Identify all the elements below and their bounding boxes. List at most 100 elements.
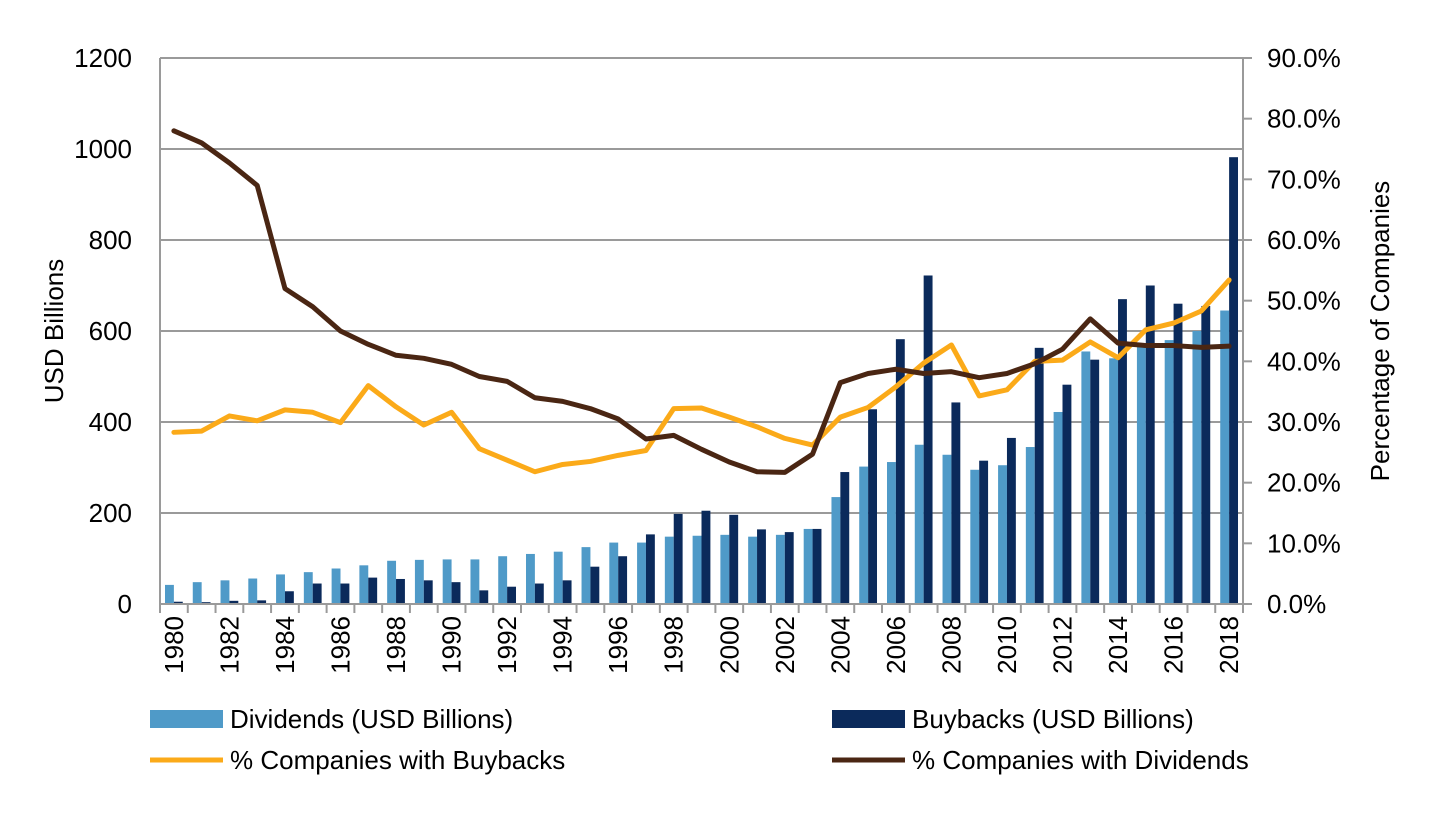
x-tick-label: 1994 xyxy=(548,616,578,674)
gridlines xyxy=(160,58,1243,513)
buybacks-bar xyxy=(868,409,877,604)
dividends-bar xyxy=(582,547,591,604)
y-tick-label: 600 xyxy=(89,316,132,346)
buybacks-bar xyxy=(1035,348,1044,604)
buybacks-bar xyxy=(785,532,794,604)
buybacks-bar xyxy=(424,580,433,604)
y2-tick-label: 60.0% xyxy=(1267,225,1341,255)
buybacks-bar xyxy=(646,534,655,604)
buybacks-bar xyxy=(563,580,572,604)
buybacks-bar xyxy=(674,514,683,604)
dividends-bar xyxy=(221,580,230,604)
dividends-bar xyxy=(859,467,868,604)
dividends-bar xyxy=(609,543,618,604)
buybacks-bar xyxy=(1174,304,1183,604)
dividends-bar xyxy=(193,582,202,604)
buybacks-bar xyxy=(285,591,294,604)
buybacks-bar xyxy=(452,582,461,604)
dividends-bar xyxy=(554,552,563,604)
y2-tick-label: 50.0% xyxy=(1267,286,1341,316)
buybacks-bar xyxy=(396,579,405,604)
dividends-bar xyxy=(720,535,729,604)
y2-tick-label: 10.0% xyxy=(1267,528,1341,558)
dividends-bar xyxy=(387,561,396,604)
y-tick-label: 0 xyxy=(118,589,132,619)
dividends-bar xyxy=(998,465,1007,604)
buybacks-bar xyxy=(840,472,849,604)
dividends-bar xyxy=(1054,412,1063,604)
y2-tick-label: 20.0% xyxy=(1267,468,1341,498)
legend-swatch-buybacks xyxy=(832,710,905,728)
x-tick-label: 2008 xyxy=(936,616,966,674)
dividends-bar xyxy=(748,537,757,604)
y-tick-label: 800 xyxy=(89,225,132,255)
buybacks-bar xyxy=(590,567,599,604)
buybacks-bar xyxy=(813,529,822,604)
legend-label-pct-buybacks: % Companies with Buybacks xyxy=(230,745,565,775)
buybacks-bar xyxy=(979,461,988,604)
buybacks-bar xyxy=(1229,157,1238,604)
x-tick-label: 2002 xyxy=(770,616,800,674)
buybacks-bar xyxy=(702,511,711,604)
dividends-bar xyxy=(415,560,424,604)
x-tick-label: 1990 xyxy=(437,616,467,674)
x-tick-label: 1980 xyxy=(159,616,189,674)
x-tick-label: 1986 xyxy=(326,616,356,674)
dividends-bar xyxy=(498,556,507,604)
y2-tick-label: 80.0% xyxy=(1267,104,1341,134)
dividends-bar xyxy=(887,462,896,604)
x-tick-label: 1998 xyxy=(659,616,689,674)
dividends-bar xyxy=(165,585,174,604)
dividends-bar xyxy=(1192,331,1201,604)
x-tick-label: 2006 xyxy=(881,616,911,674)
x-tick-label: 1984 xyxy=(270,616,300,674)
y-tick-label: 1200 xyxy=(74,43,132,73)
dividends-bar xyxy=(637,543,646,604)
buybacks-bar xyxy=(1090,360,1099,604)
dividends-bar xyxy=(1137,345,1146,604)
x-tick-label: 2010 xyxy=(992,616,1022,674)
dividends-bar xyxy=(1165,340,1174,604)
legend-swatch-dividends xyxy=(150,710,223,728)
x-tick-label: 2018 xyxy=(1214,616,1244,674)
buybacks-bar xyxy=(535,584,544,604)
x-tick-label: 2000 xyxy=(714,616,744,674)
y-tick-label: 400 xyxy=(89,407,132,437)
dividends-bar xyxy=(970,470,979,604)
dividends-bar xyxy=(831,497,840,604)
buybacks-bar xyxy=(1201,306,1210,604)
y2-tick-label: 30.0% xyxy=(1267,407,1341,437)
y2-axis-title: Percentage of Companies xyxy=(1365,181,1395,482)
dividends-bar xyxy=(332,569,341,604)
buybacks-bar xyxy=(313,584,322,604)
x-tick-label: 2016 xyxy=(1159,616,1189,674)
y2-tick-label: 0.0% xyxy=(1267,589,1326,619)
dividends-bar xyxy=(915,445,924,604)
buybacks-bar xyxy=(951,402,960,604)
buybacks-bar xyxy=(924,275,933,604)
buybacks-bar xyxy=(1007,438,1016,604)
buybacks-bar xyxy=(507,587,516,604)
y-tick-label: 1000 xyxy=(74,134,132,164)
dividends-bar xyxy=(804,529,813,604)
dividends-bar xyxy=(526,554,535,604)
y2-tick-label: 70.0% xyxy=(1267,164,1341,194)
x-tick-label: 2014 xyxy=(1103,616,1133,674)
dividends-bar xyxy=(248,579,257,604)
dividends-bar xyxy=(276,574,285,604)
legend-label-buybacks: Buybacks (USD Billions) xyxy=(912,704,1194,734)
dividends-bar xyxy=(1220,311,1229,604)
dividends-bar xyxy=(1109,358,1118,604)
legend: Dividends (USD Billions) Buybacks (USD B… xyxy=(150,704,1249,775)
y2-tick-label: 90.0% xyxy=(1267,43,1341,73)
buybacks-bar xyxy=(729,515,738,604)
buybacks-bar xyxy=(757,529,766,604)
x-tick-label: 1996 xyxy=(603,616,633,674)
y2-tick-label: 40.0% xyxy=(1267,346,1341,376)
dividends-bar xyxy=(443,559,452,604)
buybacks-bar xyxy=(341,584,350,604)
buybacks-bar xyxy=(1063,385,1072,604)
buybacks-bar xyxy=(479,590,488,604)
dividends-bar xyxy=(304,572,313,604)
